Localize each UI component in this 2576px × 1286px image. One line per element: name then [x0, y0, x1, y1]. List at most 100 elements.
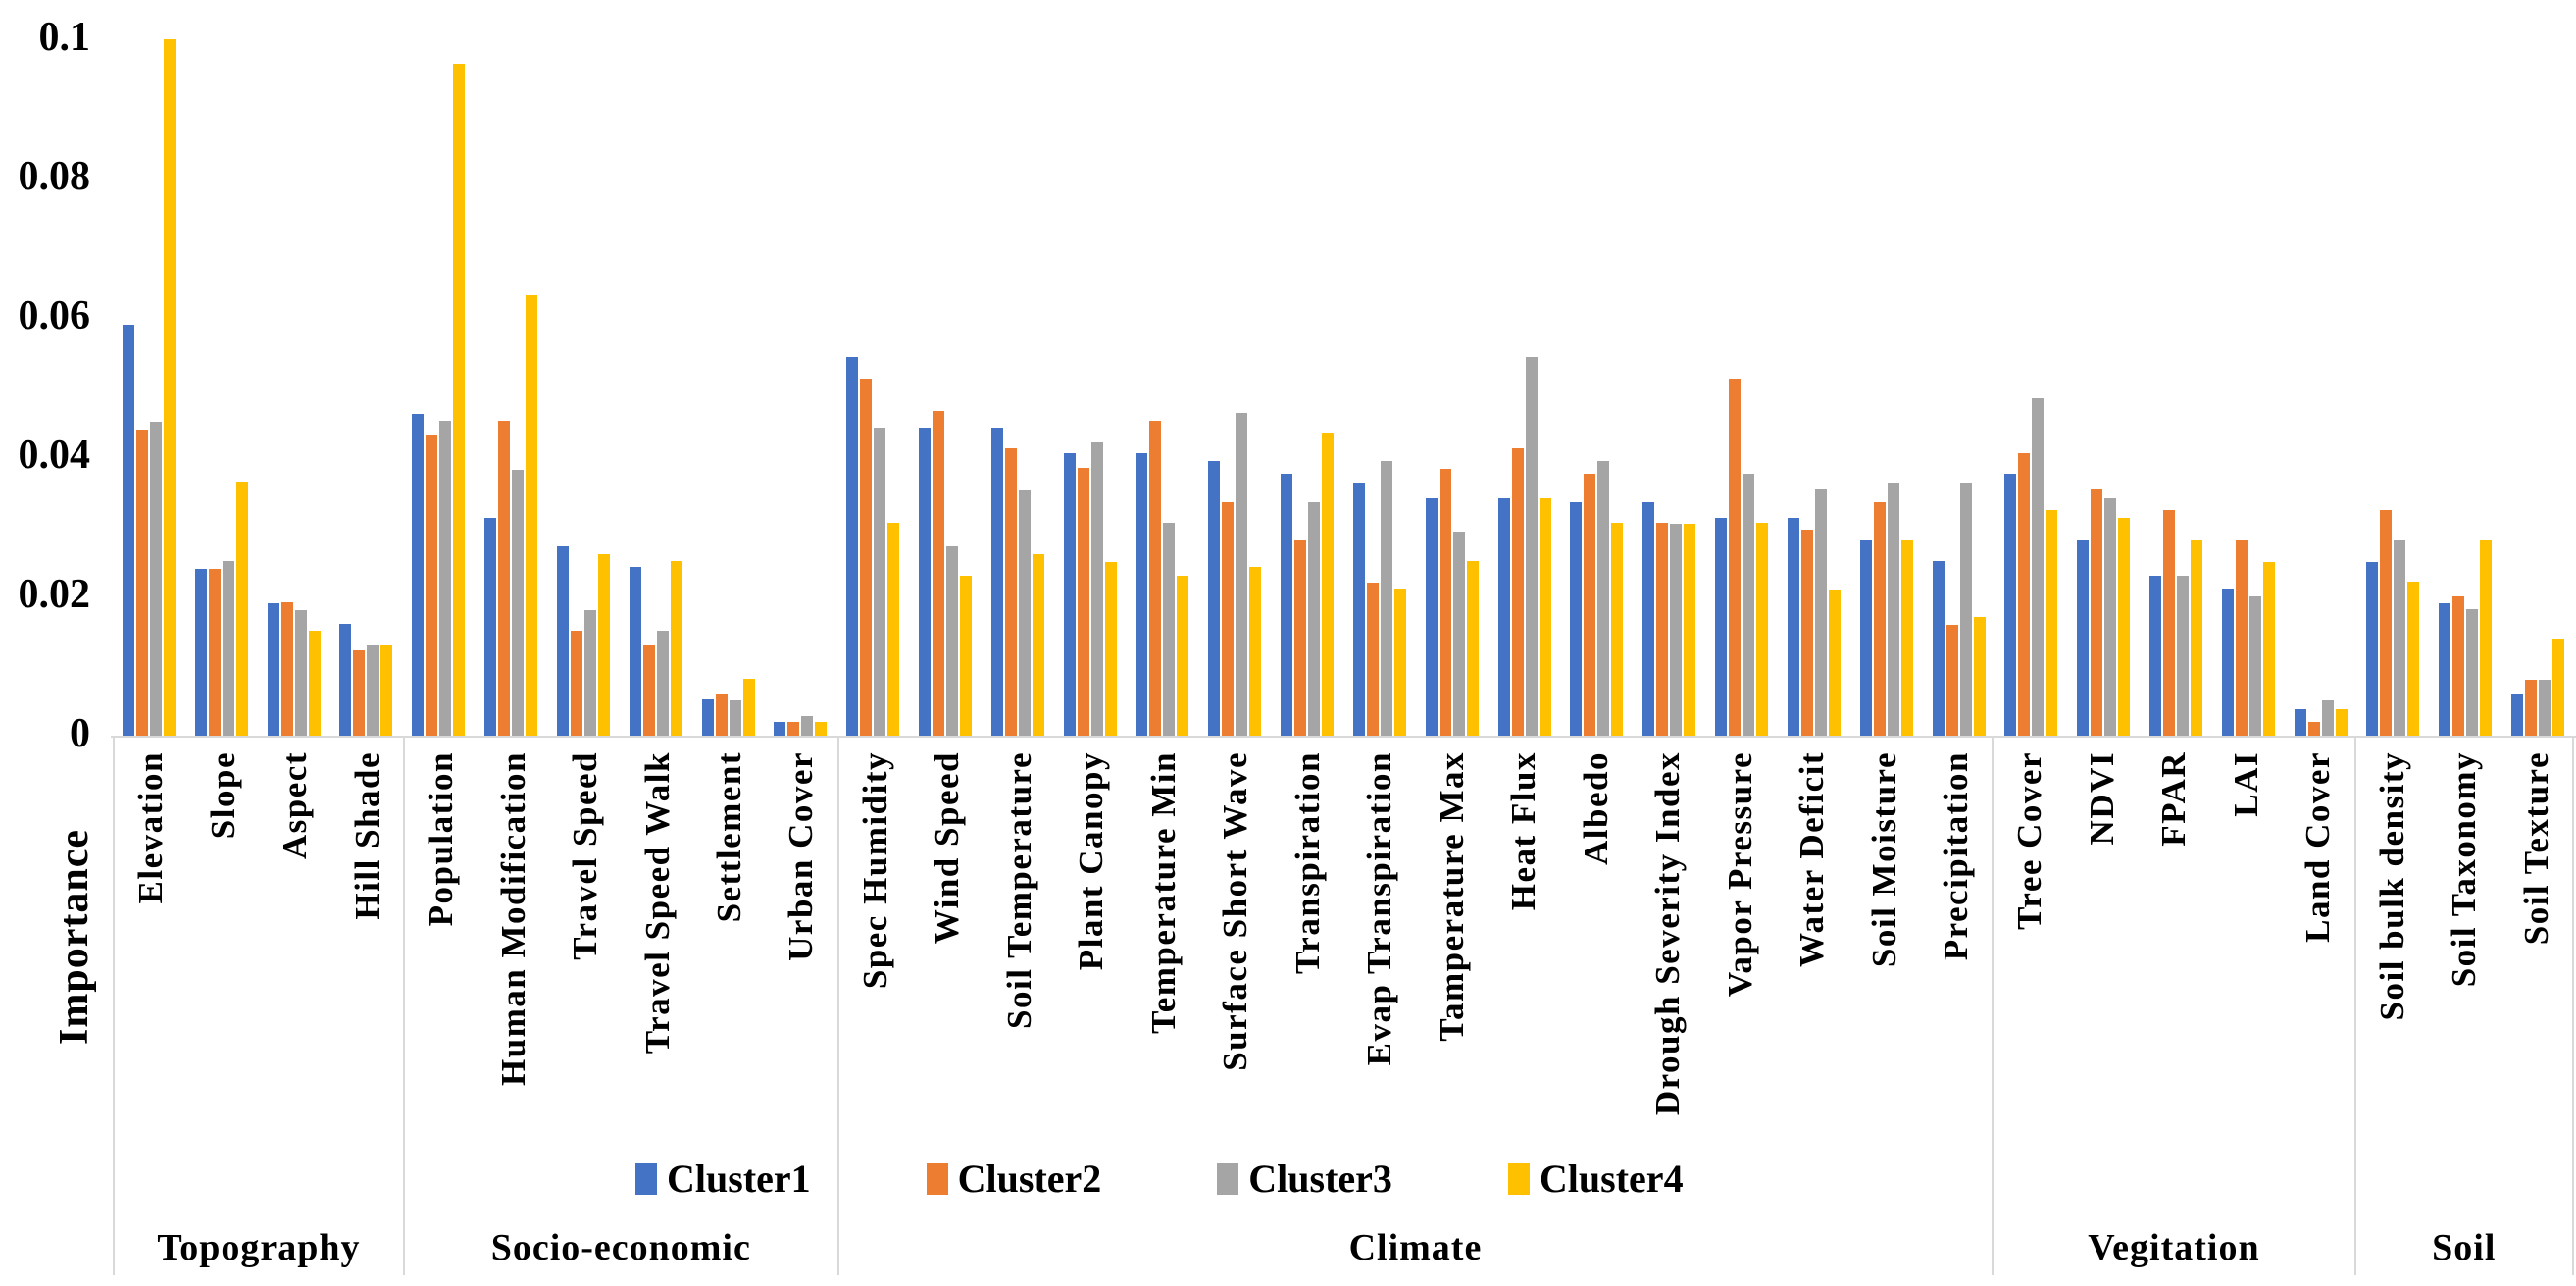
bar-soil-moisture-cluster1 — [1859, 540, 1872, 736]
bar-ndvi-cluster4 — [2118, 518, 2131, 736]
bar-precipitation-cluster3 — [1959, 483, 1972, 736]
bar-drough-severity-index-cluster4 — [1684, 524, 1696, 736]
bar-albedo-cluster2 — [1584, 474, 1596, 736]
bar-human-modification-cluster3 — [512, 470, 525, 736]
bar-group-transpiration — [1271, 0, 1343, 736]
axis-group-labels-topography: Elevation Slope Aspect Hill Shade — [115, 738, 403, 1275]
bar-land-cover-cluster3 — [2321, 700, 2334, 736]
bar-travel-speed-cluster4 — [597, 554, 610, 736]
bar-surface-short-wave-cluster4 — [1249, 567, 1262, 736]
category-label-cell: Aspect — [259, 738, 330, 859]
bar-albedo-cluster3 — [1597, 461, 1610, 736]
category-label-cell: Land Cover — [2282, 738, 2353, 943]
bar-group-soil-moisture — [1850, 0, 1923, 736]
bar-travel-speed-walk-cluster4 — [670, 561, 682, 736]
bar-settlement-cluster1 — [701, 699, 714, 736]
bar-settlement-cluster4 — [742, 679, 755, 736]
category-label-cell: Population — [405, 738, 477, 926]
bar-elevation-cluster1 — [122, 325, 134, 736]
category-label-tamperature-max: Tamperature Max — [1432, 751, 1471, 1042]
legend-item-cluster1: Cluster1 — [635, 1159, 811, 1199]
axis-group-labels-vegitation: Tree Cover NDVI FPAR LAI Land Cover — [1994, 738, 2353, 1275]
bar-soil-taxonomy-cluster4 — [2480, 540, 2493, 736]
bar-tree-cover-cluster1 — [2004, 474, 2017, 736]
bar-urban-cover-cluster3 — [801, 716, 814, 736]
bar-group-drough-severity-index — [1633, 0, 1705, 736]
bar-group-soil-taxonomy — [2429, 0, 2501, 736]
category-label-cell: Soil Texture — [2500, 738, 2572, 945]
y-tick-label-0.04: 0.04 — [18, 433, 91, 478]
category-label-human-modification: Human Modification — [493, 751, 532, 1087]
bar-wind-speed-cluster4 — [959, 576, 972, 736]
legend-marker-cluster1-icon — [635, 1163, 657, 1195]
bar-population-cluster3 — [439, 421, 452, 736]
category-label-cell: Transpiration — [1272, 738, 1343, 974]
plot-area — [113, 0, 2574, 736]
bar-group-ndvi — [2067, 0, 2140, 736]
bar-tamperature-max-cluster1 — [1425, 498, 1438, 736]
category-label-albedo: Albedo — [1576, 751, 1615, 865]
y-tick-label-0.08: 0.08 — [18, 154, 91, 199]
bar-land-cover-cluster2 — [2307, 722, 2320, 736]
category-label-settlement: Settlement — [709, 751, 748, 923]
bar-population-cluster4 — [453, 64, 466, 736]
bar-group-hill-shade — [329, 0, 402, 736]
category-label-cell: Soil bulk density — [2356, 738, 2428, 1021]
bar-tamperature-max-cluster3 — [1452, 532, 1465, 736]
category-label-surface-short-wave: Surface Short Wave — [1216, 751, 1255, 1071]
bar-surface-short-wave-cluster2 — [1222, 502, 1235, 736]
bar-hill-shade-cluster4 — [380, 645, 393, 736]
bar-elevation-cluster2 — [135, 430, 148, 736]
bar-temperature-min-cluster4 — [1177, 576, 1189, 736]
bar-lai-cluster1 — [2221, 589, 2234, 736]
category-label-cell: Plant Canopy — [1055, 738, 1127, 970]
category-label-cell: Urban Cover — [765, 738, 836, 961]
category-label-lai: LAI — [2226, 751, 2265, 817]
bar-precipitation-cluster1 — [1932, 561, 1945, 736]
bar-urban-cover-cluster4 — [815, 722, 828, 736]
category-label-cell: Wind Speed — [911, 738, 983, 944]
category-label-cell: NDVI — [2066, 738, 2138, 845]
bar-fpar-cluster3 — [2176, 576, 2189, 736]
category-label-hill-shade: Hill Shade — [347, 751, 386, 920]
bar-tamperature-max-cluster2 — [1439, 469, 1451, 736]
bar-slope-cluster2 — [208, 569, 221, 736]
bar-transpiration-cluster2 — [1294, 540, 1307, 736]
y-tick-label-0.02: 0.02 — [18, 572, 91, 617]
bar-vapor-pressure-cluster1 — [1715, 518, 1728, 736]
category-label-travel-speed: Travel Speed — [566, 751, 605, 960]
bar-precipitation-cluster2 — [1945, 625, 1958, 736]
bar-spec-humidity-cluster1 — [846, 357, 859, 736]
plot-group-vegitation — [1995, 0, 2356, 736]
category-label-cell: Tree Cover — [1994, 738, 2065, 930]
axis-group-climate: Spec Humidity Wind Speed Soil Temperature P… — [836, 738, 1993, 1275]
bar-group-aspect — [258, 0, 330, 736]
bar-group-vapor-pressure — [1705, 0, 1778, 736]
bar-travel-speed-cluster1 — [556, 546, 569, 736]
bar-group-settlement — [692, 0, 765, 736]
category-label-cell: Surface Short Wave — [1199, 738, 1271, 1071]
bar-group-evap-transpiration — [1343, 0, 1416, 736]
bar-fpar-cluster4 — [2190, 540, 2202, 736]
bar-travel-speed-walk-cluster2 — [642, 645, 655, 736]
bar-soil-bulk-density-cluster1 — [2366, 562, 2379, 736]
category-label-transpiration: Transpiration — [1288, 751, 1327, 974]
category-label-cell: Water Deficit — [1776, 738, 1847, 967]
axis-group-socio-economic: Population Human Modification Travel Speed… — [402, 738, 837, 1275]
bar-fpar-cluster1 — [2148, 576, 2161, 736]
bar-human-modification-cluster4 — [526, 295, 538, 736]
bar-spec-humidity-cluster2 — [860, 379, 873, 736]
y-tick-label-0: 0 — [70, 711, 90, 756]
category-label-cell: Human Modification — [477, 738, 548, 1086]
bar-group-soil-texture — [2501, 0, 2574, 736]
bar-group-population — [402, 0, 475, 736]
category-label-cell: Precipitation — [1920, 738, 1992, 960]
bar-soil-taxonomy-cluster1 — [2439, 603, 2451, 736]
bar-soil-bulk-density-cluster4 — [2407, 582, 2420, 736]
bar-urban-cover-cluster1 — [774, 722, 786, 736]
bar-drough-severity-index-cluster3 — [1670, 524, 1683, 736]
category-label-land-cover: Land Cover — [2298, 751, 2338, 943]
bar-group-tamperature-max — [1416, 0, 1489, 736]
bar-spec-humidity-cluster4 — [887, 523, 900, 736]
bar-soil-moisture-cluster2 — [1873, 502, 1886, 736]
